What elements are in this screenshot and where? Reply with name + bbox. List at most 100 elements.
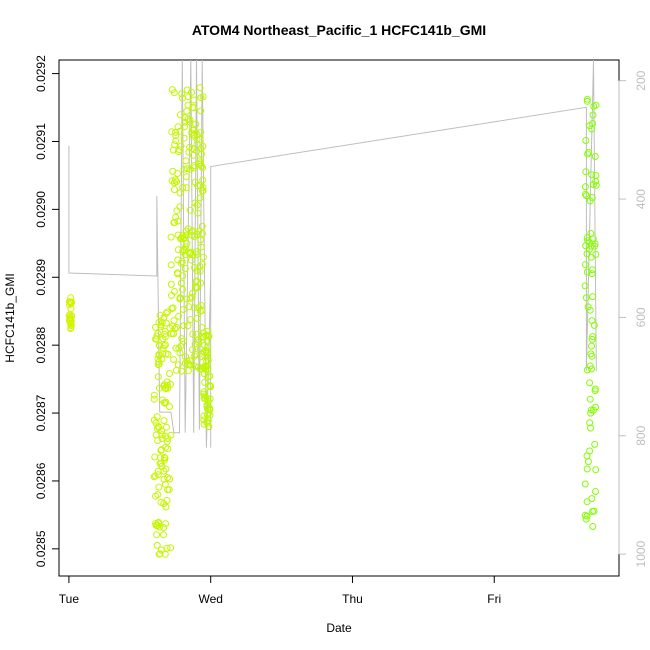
data-point bbox=[587, 242, 595, 250]
data-point bbox=[170, 330, 177, 338]
data-point bbox=[167, 261, 175, 269]
data-point bbox=[586, 379, 594, 387]
data-point bbox=[207, 383, 214, 391]
data-point bbox=[589, 181, 597, 189]
data-point bbox=[196, 135, 204, 143]
data-point bbox=[158, 435, 166, 443]
data-point bbox=[170, 317, 178, 325]
y2-axis: 200 400 600 800 1000 bbox=[618, 70, 648, 567]
data-point bbox=[197, 107, 205, 115]
data-point bbox=[172, 137, 180, 145]
data-point bbox=[198, 307, 206, 314]
y2-tick-label: 400 bbox=[634, 189, 648, 209]
data-point bbox=[153, 541, 161, 549]
data-point bbox=[587, 409, 595, 417]
data-point bbox=[169, 304, 177, 312]
data-point bbox=[156, 342, 163, 350]
data-point bbox=[197, 128, 205, 136]
data-point bbox=[166, 370, 173, 377]
data-point bbox=[589, 523, 597, 530]
data-point bbox=[187, 256, 195, 264]
data-point bbox=[167, 544, 175, 552]
data-point bbox=[589, 235, 597, 243]
data-point bbox=[186, 357, 194, 365]
data-point bbox=[591, 240, 599, 248]
data-point bbox=[193, 314, 201, 322]
data-point bbox=[184, 101, 192, 109]
data-point bbox=[162, 503, 170, 511]
data-point bbox=[175, 344, 183, 352]
data-point bbox=[189, 125, 197, 133]
x-tick-label: Thu bbox=[342, 592, 363, 606]
data-point bbox=[183, 240, 191, 248]
data-point bbox=[589, 111, 597, 119]
data-point bbox=[203, 358, 211, 366]
data-point bbox=[180, 165, 188, 173]
data-point bbox=[183, 86, 191, 94]
data-point bbox=[171, 176, 179, 184]
scatter-points-layer bbox=[65, 84, 600, 558]
data-point bbox=[155, 518, 163, 526]
data-point bbox=[150, 395, 158, 403]
data-point bbox=[154, 467, 162, 475]
data-point bbox=[165, 403, 173, 411]
data-point bbox=[193, 147, 201, 155]
data-point bbox=[204, 395, 211, 403]
plot-area bbox=[58, 59, 620, 577]
data-point bbox=[180, 134, 188, 142]
data-point bbox=[183, 165, 191, 173]
data-point bbox=[191, 340, 199, 348]
data-point bbox=[182, 184, 190, 192]
data-point bbox=[158, 318, 166, 326]
data-point bbox=[204, 373, 212, 381]
data-point bbox=[581, 261, 589, 269]
data-point bbox=[171, 128, 179, 136]
data-point bbox=[583, 97, 591, 105]
y-tick-label: 0.0291 bbox=[34, 123, 48, 160]
data-point bbox=[160, 524, 168, 531]
data-point bbox=[162, 385, 170, 393]
data-point bbox=[182, 227, 190, 235]
data-point bbox=[164, 350, 172, 358]
data-point bbox=[170, 89, 178, 97]
data-point bbox=[157, 459, 165, 467]
data-point bbox=[164, 308, 171, 316]
data-point bbox=[175, 312, 183, 320]
data-point bbox=[588, 171, 596, 179]
data-point bbox=[196, 262, 204, 270]
data-point bbox=[196, 267, 204, 275]
data-point bbox=[202, 332, 210, 339]
data-point bbox=[178, 335, 186, 343]
data-point bbox=[200, 329, 208, 337]
data-point bbox=[189, 289, 196, 297]
data-point bbox=[592, 251, 600, 258]
data-point bbox=[172, 344, 180, 352]
data-point bbox=[164, 474, 172, 481]
data-point bbox=[589, 293, 597, 301]
data-point bbox=[204, 327, 212, 335]
data-point bbox=[173, 178, 181, 186]
data-point bbox=[160, 531, 167, 539]
data-point bbox=[199, 176, 207, 184]
data-point bbox=[171, 141, 179, 149]
y-tick-label: 0.0288 bbox=[34, 326, 48, 363]
data-point bbox=[172, 323, 180, 331]
y-tick-label: 0.0290 bbox=[34, 191, 48, 228]
data-point bbox=[168, 291, 175, 299]
data-point bbox=[582, 190, 589, 198]
data-point bbox=[174, 217, 182, 225]
data-point bbox=[183, 173, 190, 181]
data-point bbox=[591, 440, 599, 448]
data-point bbox=[586, 306, 594, 314]
data-point bbox=[67, 314, 75, 322]
data-point bbox=[162, 309, 170, 317]
x-axis-label: Date bbox=[326, 621, 352, 635]
data-point bbox=[589, 266, 596, 274]
data-point bbox=[164, 445, 172, 453]
y-tick-label: 0.0292 bbox=[34, 55, 48, 92]
data-point bbox=[592, 101, 600, 109]
data-point bbox=[187, 316, 195, 323]
data-point bbox=[162, 319, 170, 327]
